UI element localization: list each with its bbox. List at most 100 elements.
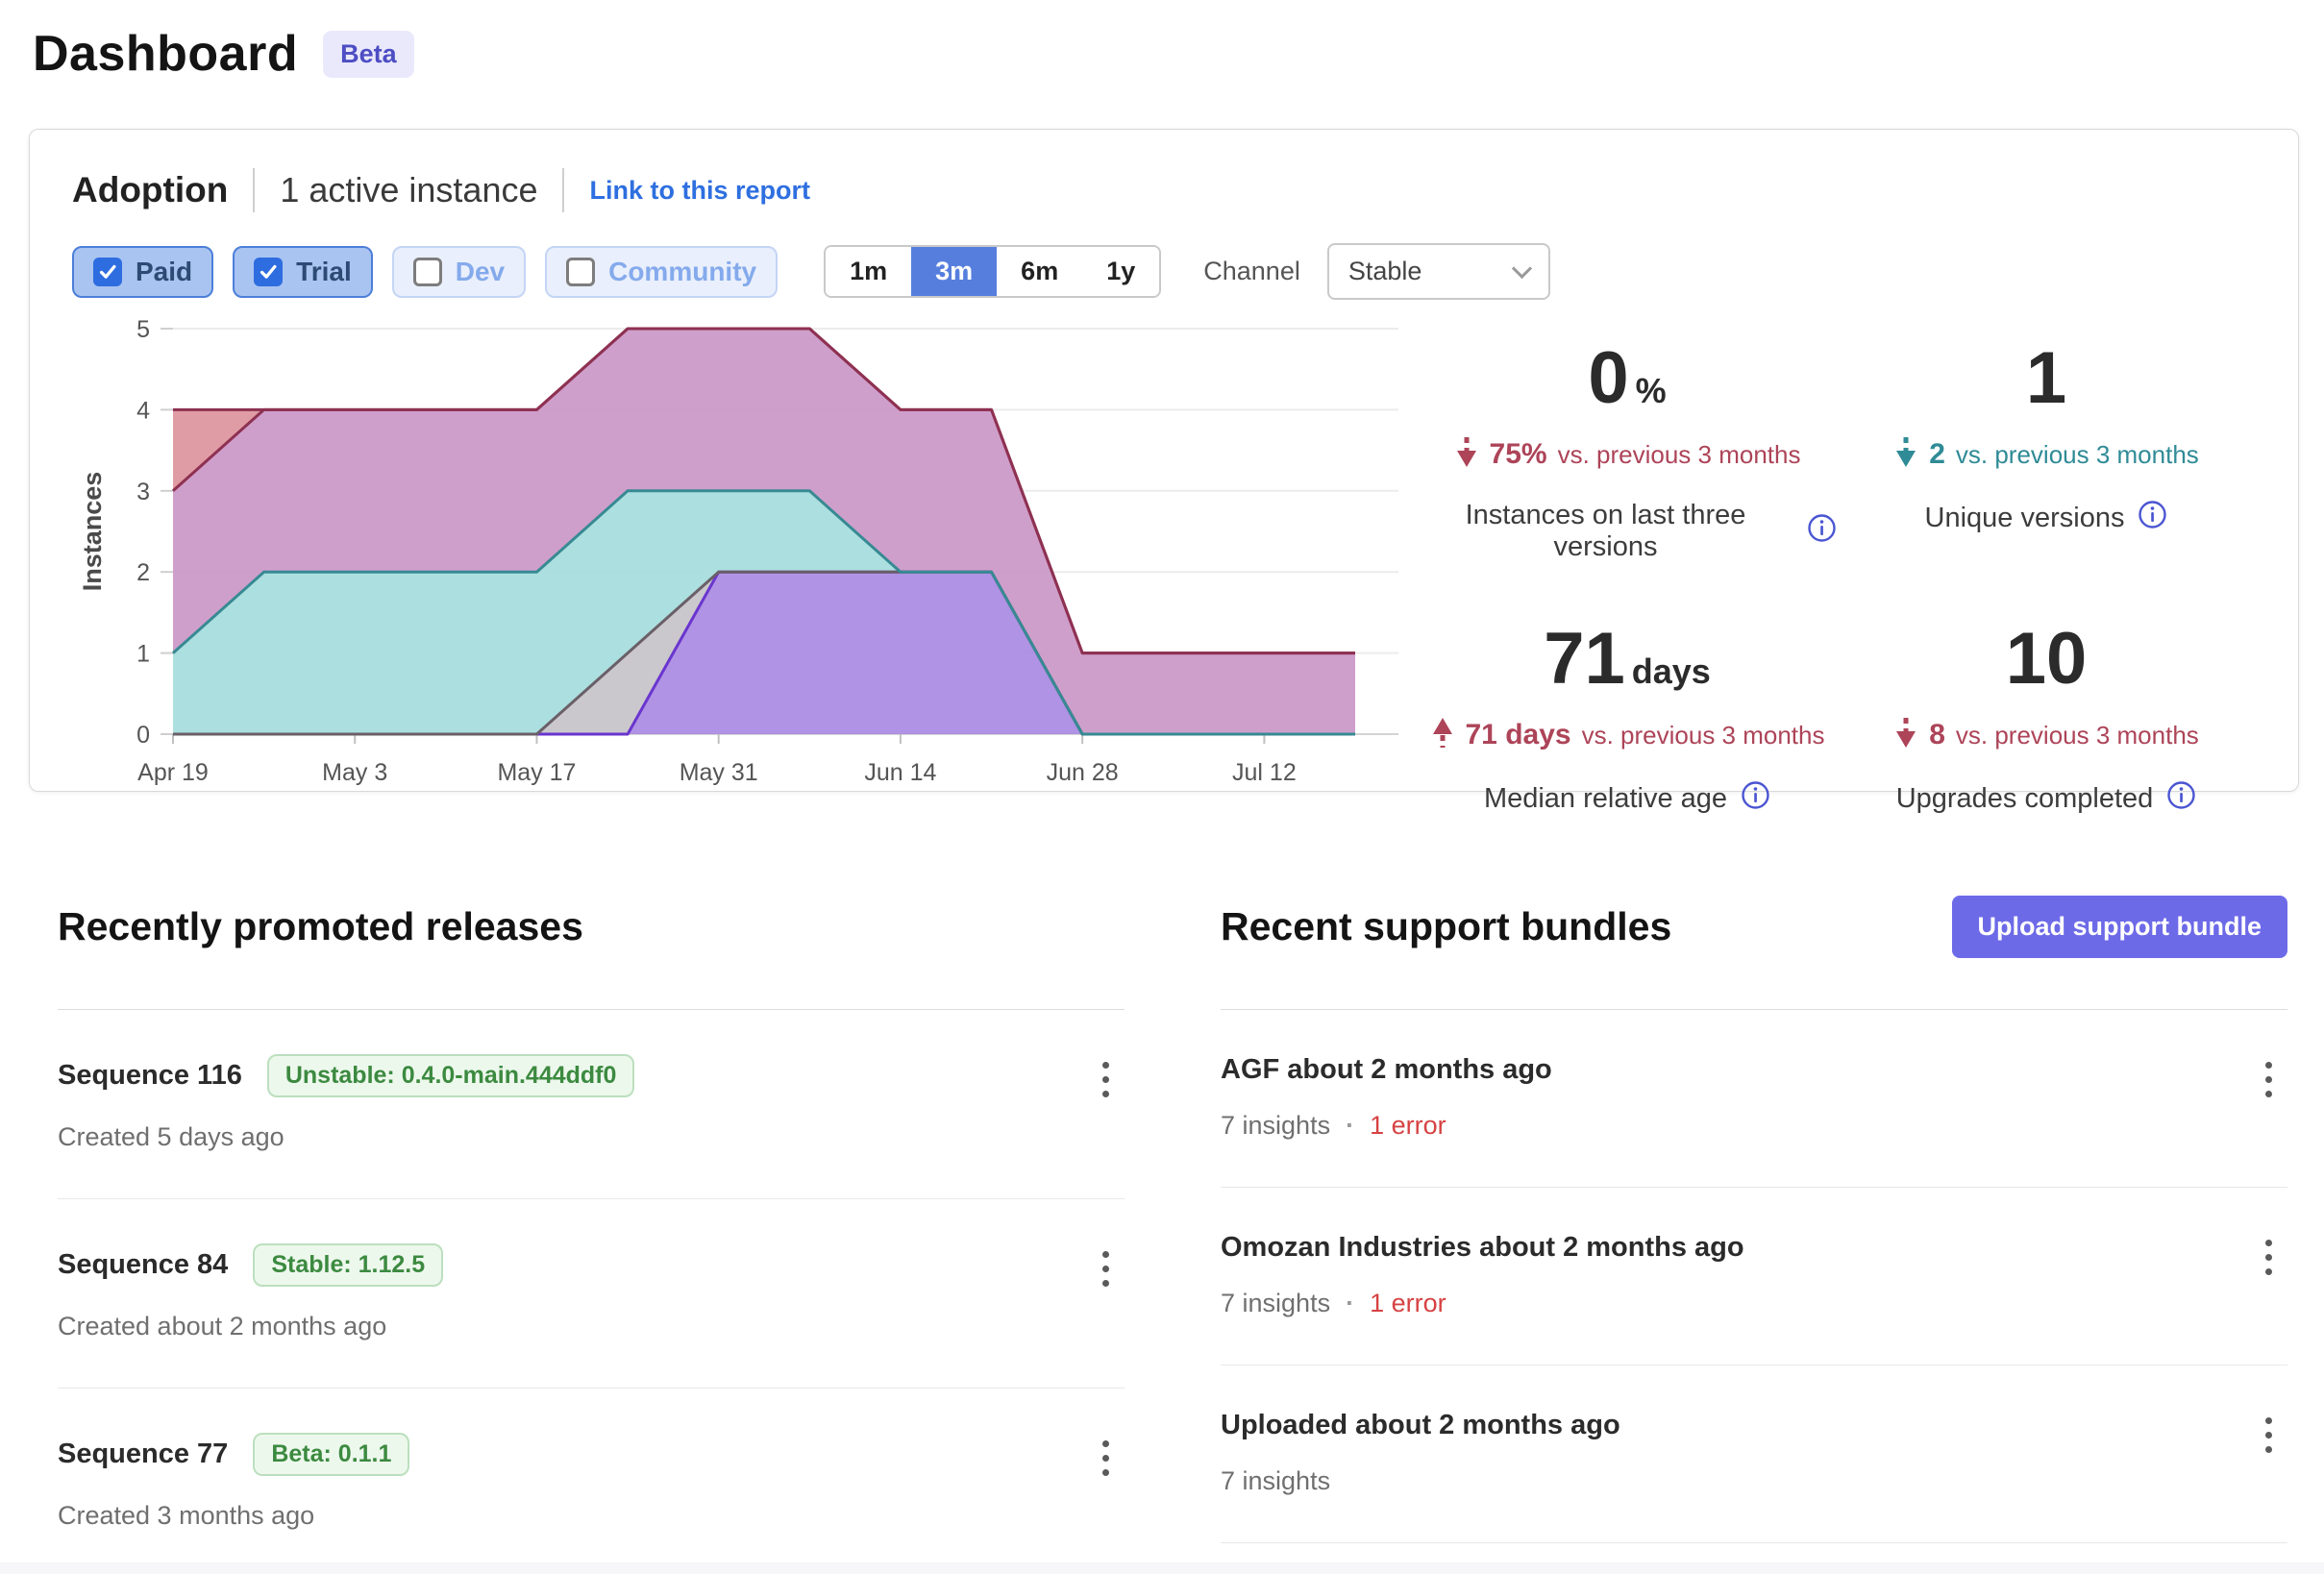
adoption-title: Adoption bbox=[72, 170, 229, 209]
svg-text:Jul 12: Jul 12 bbox=[1232, 759, 1297, 786]
releases-heading: Recently promoted releases bbox=[58, 903, 583, 948]
stat-label: Upgrades completed bbox=[1896, 780, 2197, 818]
page-title: Dashboard bbox=[33, 26, 299, 82]
svg-text:May 17: May 17 bbox=[497, 759, 576, 786]
adoption-stats: 0% 75% vs. previous 3 months Instances o… bbox=[1418, 315, 2256, 818]
bottom-strip bbox=[0, 1562, 2324, 1574]
release-sequence-title: Sequence 84 bbox=[58, 1249, 229, 1280]
release-list-item: Sequence 84 Stable: 1.12.5 Created about… bbox=[58, 1199, 1125, 1389]
svg-text:Apr 19: Apr 19 bbox=[137, 759, 209, 786]
channel-selected-value: Stable bbox=[1347, 257, 1422, 285]
divider bbox=[58, 1009, 1125, 1010]
trend-arrow-icon bbox=[1893, 715, 1918, 755]
svg-text:5: 5 bbox=[136, 316, 150, 343]
kebab-menu-button[interactable] bbox=[1097, 1245, 1115, 1292]
checkbox-icon bbox=[566, 257, 596, 286]
kebab-menu-button[interactable] bbox=[1097, 1435, 1115, 1482]
bundle-title[interactable]: Uploaded about 2 months ago bbox=[1221, 1410, 1620, 1440]
checkbox-icon bbox=[254, 257, 284, 286]
trend-arrow-icon bbox=[1454, 434, 1479, 475]
bundle-title[interactable]: Omozan Industries about 2 months ago bbox=[1221, 1232, 1744, 1263]
license-filter-checkbox[interactable]: Trial bbox=[233, 245, 373, 298]
check-icon bbox=[99, 264, 116, 279]
release-version-badge: Unstable: 0.4.0-main.444ddf0 bbox=[266, 1054, 635, 1097]
kebab-menu-button[interactable] bbox=[2260, 1234, 2278, 1281]
checkbox-icon bbox=[93, 257, 122, 286]
adoption-card-header: Adoption 1 active instance Link to this … bbox=[72, 168, 2256, 212]
stat-change: 71 days vs. previous 3 months bbox=[1430, 715, 1824, 755]
stat-change: 8 vs. previous 3 months bbox=[1893, 715, 2199, 755]
release-sequence-title: Sequence 116 bbox=[58, 1060, 242, 1091]
releases-column: Recently promoted releases Sequence 116 … bbox=[58, 884, 1125, 1574]
stat-label: Unique versions bbox=[1925, 500, 2168, 537]
bundle-title[interactable]: AGF about 2 months ago bbox=[1221, 1054, 1552, 1085]
bundle-insights: 7 insights bbox=[1221, 1111, 1331, 1140]
stat-label: Instances on last three versions bbox=[1418, 500, 1837, 563]
dot-separator: · bbox=[1346, 1111, 1355, 1140]
channel-label: Channel bbox=[1203, 257, 1300, 285]
time-range-button[interactable]: 3m bbox=[911, 247, 998, 296]
trend-arrow-icon bbox=[1893, 434, 1918, 475]
stat-value: 71 days bbox=[1544, 618, 1711, 700]
kebab-menu-button[interactable] bbox=[2260, 1412, 2278, 1459]
releases-list: Sequence 116 Unstable: 0.4.0-main.444ddf… bbox=[58, 1010, 1125, 1574]
chevron-down-icon bbox=[1511, 258, 1532, 279]
release-created-text: Created about 2 months ago bbox=[58, 1312, 387, 1340]
beta-badge: Beta bbox=[323, 30, 414, 78]
time-range-selector: 1m 3m 6m 1y bbox=[824, 245, 1162, 298]
support-bundle-list-item: Uploaded about 2 months ago 7 insights bbox=[1221, 1365, 2287, 1543]
channel-select[interactable]: Stable bbox=[1326, 243, 1550, 300]
stat-value: 1 bbox=[2025, 337, 2067, 419]
time-range-button[interactable]: 6m bbox=[997, 247, 1083, 296]
license-filter-checkbox[interactable]: Paid bbox=[72, 245, 214, 298]
release-list-item: Sequence 77 Beta: 0.1.1 Created 3 months… bbox=[58, 1389, 1125, 1574]
trend-arrow-icon bbox=[1430, 715, 1455, 755]
bundle-insights: 7 insights bbox=[1221, 1466, 1331, 1495]
release-version-badge: Stable: 1.12.5 bbox=[253, 1243, 444, 1287]
info-icon[interactable] bbox=[1741, 780, 1770, 818]
info-icon[interactable] bbox=[2138, 500, 2167, 537]
svg-text:4: 4 bbox=[136, 397, 150, 424]
license-filter-label: Trial bbox=[296, 256, 352, 286]
time-range-button[interactable]: 1y bbox=[1082, 247, 1160, 296]
release-created-text: Created 5 days ago bbox=[58, 1122, 284, 1151]
license-filter-label: Dev bbox=[455, 256, 506, 286]
svg-text:Instances: Instances bbox=[78, 472, 107, 592]
support-bundles-column: Recent support bundles Upload support bu… bbox=[1221, 884, 2287, 1574]
svg-text:Jun 14: Jun 14 bbox=[864, 759, 936, 786]
stat-block: 71 days 71 days vs. previous 3 months Med… bbox=[1418, 623, 1837, 818]
kebab-menu-button[interactable] bbox=[2260, 1056, 2278, 1103]
time-range-button[interactable]: 1m bbox=[826, 247, 912, 296]
license-filter-label: Paid bbox=[136, 256, 193, 286]
svg-text:Jun 28: Jun 28 bbox=[1047, 759, 1119, 786]
kebab-menu-button[interactable] bbox=[1097, 1056, 1115, 1103]
adoption-card: Adoption 1 active instance Link to this … bbox=[29, 129, 2299, 814]
support-bundle-list-item: Omozan Industries about 2 months ago 7 i… bbox=[1221, 1188, 2287, 1365]
info-icon[interactable] bbox=[1807, 513, 1837, 551]
stat-value: 10 bbox=[2005, 618, 2088, 700]
release-created-text: Created 3 months ago bbox=[58, 1501, 315, 1530]
info-icon[interactable] bbox=[2166, 780, 2196, 818]
stat-label: Median relative age bbox=[1484, 780, 1770, 818]
bundle-errors: 1 error bbox=[1370, 1111, 1446, 1140]
stat-value: 0% bbox=[1588, 337, 1667, 419]
stat-block: 0% 75% vs. previous 3 months Instances o… bbox=[1418, 342, 1837, 563]
bundle-insights: 7 insights bbox=[1221, 1289, 1331, 1317]
svg-text:May 31: May 31 bbox=[680, 759, 758, 786]
active-instance-count: 1 active instance bbox=[280, 170, 538, 209]
adoption-chart: 0 1 2 3 4 5 Apr 19 May 3 May 17 May 31 Jun 14 Jun 2… bbox=[78, 316, 1398, 786]
svg-text:3: 3 bbox=[136, 479, 150, 505]
divider bbox=[253, 168, 256, 212]
checkbox-icon bbox=[412, 257, 442, 286]
dot-separator: · bbox=[1346, 1289, 1355, 1317]
chart-controls: Paid Trial Dev Community 1m 3m 6m 1y Channe… bbox=[72, 243, 2256, 300]
divider bbox=[1221, 1009, 2287, 1010]
license-filter-checkbox[interactable]: Community bbox=[545, 245, 779, 298]
upload-support-bundle-button[interactable]: Upload support bundle bbox=[1951, 895, 2287, 958]
release-list-item: Sequence 116 Unstable: 0.4.0-main.444ddf… bbox=[58, 1010, 1125, 1199]
release-version-badge: Beta: 0.1.1 bbox=[253, 1433, 410, 1476]
divider bbox=[562, 168, 565, 212]
license-filter-checkbox[interactable]: Dev bbox=[391, 245, 527, 298]
link-to-report[interactable]: Link to this report bbox=[589, 175, 810, 205]
adoption-chart-area: 0 1 2 3 4 5 Apr 19 May 3 May 17 May 31 Jun 14 Jun 2… bbox=[72, 315, 1418, 818]
